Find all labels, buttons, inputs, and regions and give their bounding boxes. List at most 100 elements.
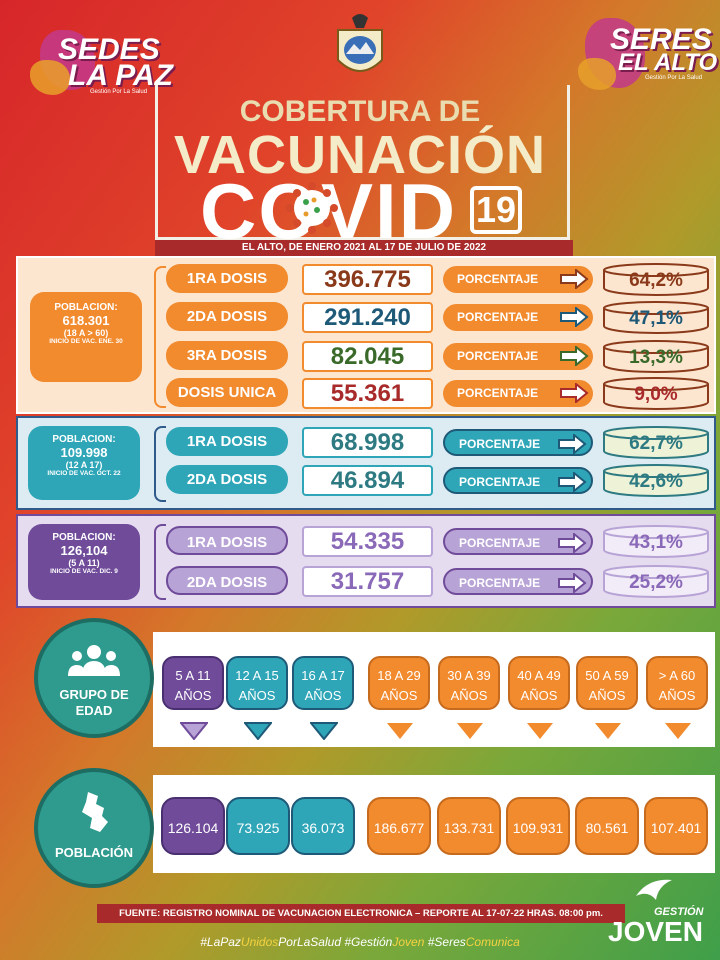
population-value: 36.073: [291, 797, 355, 855]
cylinder-icon: [603, 263, 709, 296]
population-title: POBLACIÓN: [55, 845, 133, 860]
bracket: [154, 426, 166, 502]
virus-icon: [286, 182, 338, 234]
age-title-line1: GRUPO DE: [59, 687, 129, 702]
pop-value: 126,104: [60, 543, 108, 558]
cylinder-icon: [603, 340, 709, 373]
pop-value: 618.301: [62, 313, 110, 328]
pop-label: POBLACION:: [52, 532, 116, 543]
title-frame: [155, 85, 570, 240]
population-value: 80.561: [575, 797, 639, 855]
bird-icon: [636, 879, 672, 900]
gestion-joven-logo: GESTIÓN JOVEN: [604, 876, 714, 947]
dose-label: DOSIS UNICA: [166, 378, 288, 407]
title-covid: COVID 19: [200, 167, 540, 255]
brand-line1: GESTIÓN: [654, 906, 704, 918]
right-arrow-icon: [560, 307, 589, 327]
subtitle: EL ALTO, DE ENERO 2021 AL 17 DE JULIO DE…: [155, 240, 573, 256]
dose-label: 1RA DOSIS: [166, 526, 288, 555]
age-chip: 40 A 49 AÑOS: [508, 656, 570, 710]
percentage-label: PORCENTAJE: [443, 568, 593, 595]
right-arrow-icon: [558, 573, 587, 593]
down-arrow-icon: [180, 722, 208, 740]
teen-section: POBLACION: 109.998 (12 A 17) INICIO DE V…: [16, 416, 716, 510]
population-value: 126.104: [161, 797, 225, 855]
teen-population-box: POBLACION: 109.998 (12 A 17) INICIO DE V…: [28, 426, 140, 500]
coat-of-arms-icon: [330, 10, 390, 85]
percentage-value: 13,3%: [601, 339, 711, 373]
cylinder-icon: [603, 426, 709, 459]
right-arrow-icon: [560, 346, 589, 366]
population-value: 109.931: [506, 797, 570, 855]
pop-label: POBLACION:: [52, 434, 116, 445]
brand-line2: JOVEN: [608, 916, 703, 947]
child-population-box: POBLACION: 126,104 (5 A 11) INICIO DE VA…: [28, 524, 140, 600]
cylinder-icon: [603, 525, 709, 558]
dose-value: 82.045: [302, 341, 433, 372]
cylinder-icon: [603, 377, 709, 410]
adult-population-box: POBLACION: 618.301 (18 A > 60) INICIO DE…: [30, 292, 142, 382]
dose-label: 2DA DOSIS: [166, 566, 288, 595]
percentage-value: 62,7%: [601, 425, 711, 459]
age-chip: 18 A 29 AÑOS: [368, 656, 430, 710]
logo-right-line1: SERES: [610, 23, 712, 56]
dose-value: 396.775: [302, 264, 433, 295]
percentage-value: 9,0%: [601, 376, 711, 410]
logo-right-line2: EL ALTO: [618, 49, 718, 76]
pop-range: (18 A > 60): [63, 328, 109, 338]
down-arrow-icon: [665, 723, 691, 739]
pop-start: INICIO DE VAC. OCT. 22: [47, 470, 121, 477]
age-chip: 12 A 15 AÑOS: [226, 656, 288, 710]
percentage-value: 43,1%: [601, 524, 711, 558]
age-chip: > A 60 AÑOS: [646, 656, 708, 710]
dose-value: 55.361: [302, 378, 433, 409]
cylinder-icon: [603, 565, 709, 598]
dose-label: 2DA DOSIS: [166, 465, 288, 494]
dose-value: 54.335: [302, 526, 433, 557]
down-arrow-icon: [595, 723, 621, 739]
bracket: [154, 266, 166, 408]
cylinder-icon: [603, 464, 709, 497]
pop-start: INICIO DE VAC. DIC. 9: [50, 568, 118, 575]
down-arrow-icon: [457, 723, 483, 739]
population-value: 133.731: [437, 797, 501, 855]
age-title-line2: EDAD: [75, 703, 113, 718]
dose-label: 1RA DOSIS: [166, 427, 288, 456]
right-arrow-icon: [558, 533, 587, 553]
dose-value: 68.998: [302, 427, 433, 458]
child-section: POBLACION: 126,104 (5 A 11) INICIO DE VA…: [16, 514, 716, 608]
right-arrow-icon: [558, 434, 587, 454]
percentage-label: PORCENTAJE: [443, 429, 593, 456]
population-value: 186.677: [367, 797, 431, 855]
percentage-label: PORCENTAJE: [443, 380, 593, 407]
source-note: FUENTE: REGISTRO NOMINAL DE VACUNACION E…: [97, 904, 625, 923]
dose-label: 1RA DOSIS: [166, 264, 288, 293]
pop-range: (5 A 11): [68, 558, 100, 568]
percentage-value: 42,6%: [601, 463, 711, 497]
cylinder-icon: [603, 301, 709, 334]
title-line1: COBERTURA DE: [239, 95, 481, 128]
map-icon: [82, 792, 108, 832]
down-arrow-icon: [527, 723, 553, 739]
percentage-value: 25,2%: [601, 564, 711, 598]
percentage-label: PORCENTAJE: [443, 528, 593, 555]
pop-label: POBLACION:: [54, 302, 118, 313]
age-chip: 50 A 59 AÑOS: [576, 656, 638, 710]
down-arrow-icon: [310, 722, 338, 740]
right-arrow-icon: [560, 383, 589, 403]
age-group-circle: GRUPO DE EDAD: [34, 618, 154, 738]
dose-value: 31.757: [302, 566, 433, 597]
right-arrow-icon: [558, 472, 587, 492]
bracket: [154, 524, 166, 600]
age-chip: 5 A 11 AÑOS: [162, 656, 224, 710]
population-value: 107.401: [644, 797, 708, 855]
down-arrow-icon: [244, 722, 272, 740]
age-chip: 16 A 17 AÑOS: [292, 656, 354, 710]
percentage-label: PORCENTAJE: [443, 467, 593, 494]
pop-start: INICIO DE VAC. ENE. 30: [49, 338, 123, 345]
dose-value: 46.894: [302, 465, 433, 496]
logo-left-line1: SEDES: [58, 33, 160, 66]
pop-value: 109.998: [60, 445, 108, 460]
adult-section: POBLACION: 618.301 (18 A > 60) INICIO DE…: [16, 256, 716, 414]
age-chip: 30 A 39 AÑOS: [438, 656, 500, 710]
